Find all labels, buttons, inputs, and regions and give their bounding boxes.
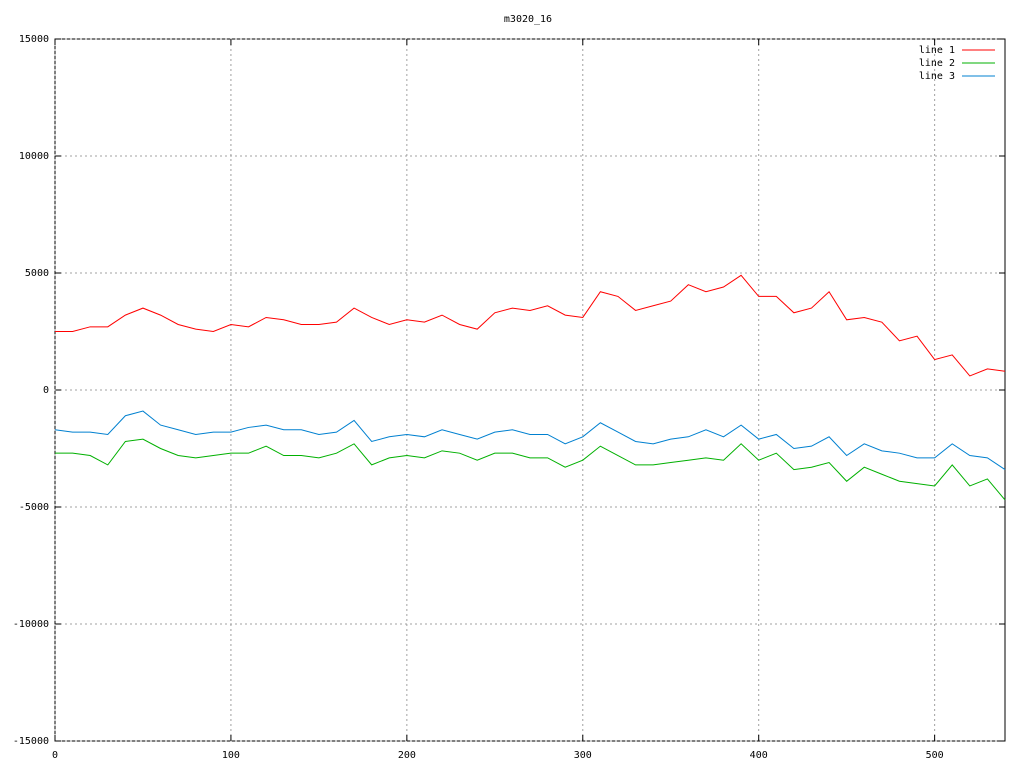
- x-tick-label: 400: [750, 750, 768, 761]
- y-tick-label: -10000: [13, 619, 49, 630]
- series-line: [55, 438, 1006, 501]
- x-tick-label: 100: [222, 750, 240, 761]
- series-line: [55, 274, 1006, 377]
- series-line: [54, 410, 1006, 470]
- x-tick-label: 0: [52, 750, 58, 761]
- legend-label: line 2: [919, 58, 955, 69]
- x-tick-label: 500: [926, 750, 944, 761]
- y-tick-label: 15000: [19, 34, 49, 45]
- y-tick-label: 10000: [19, 151, 49, 162]
- legend-label: line 3: [919, 71, 955, 82]
- legend-label: line 1: [919, 45, 955, 56]
- y-tick-label: -5000: [19, 502, 49, 513]
- y-tick-label: -15000: [13, 736, 49, 747]
- x-tick-label: 200: [398, 750, 416, 761]
- y-tick-label: 5000: [25, 268, 49, 279]
- x-tick-label: 300: [574, 750, 592, 761]
- chart-title: m3020_16: [504, 14, 552, 25]
- y-tick-label: 0: [43, 385, 49, 396]
